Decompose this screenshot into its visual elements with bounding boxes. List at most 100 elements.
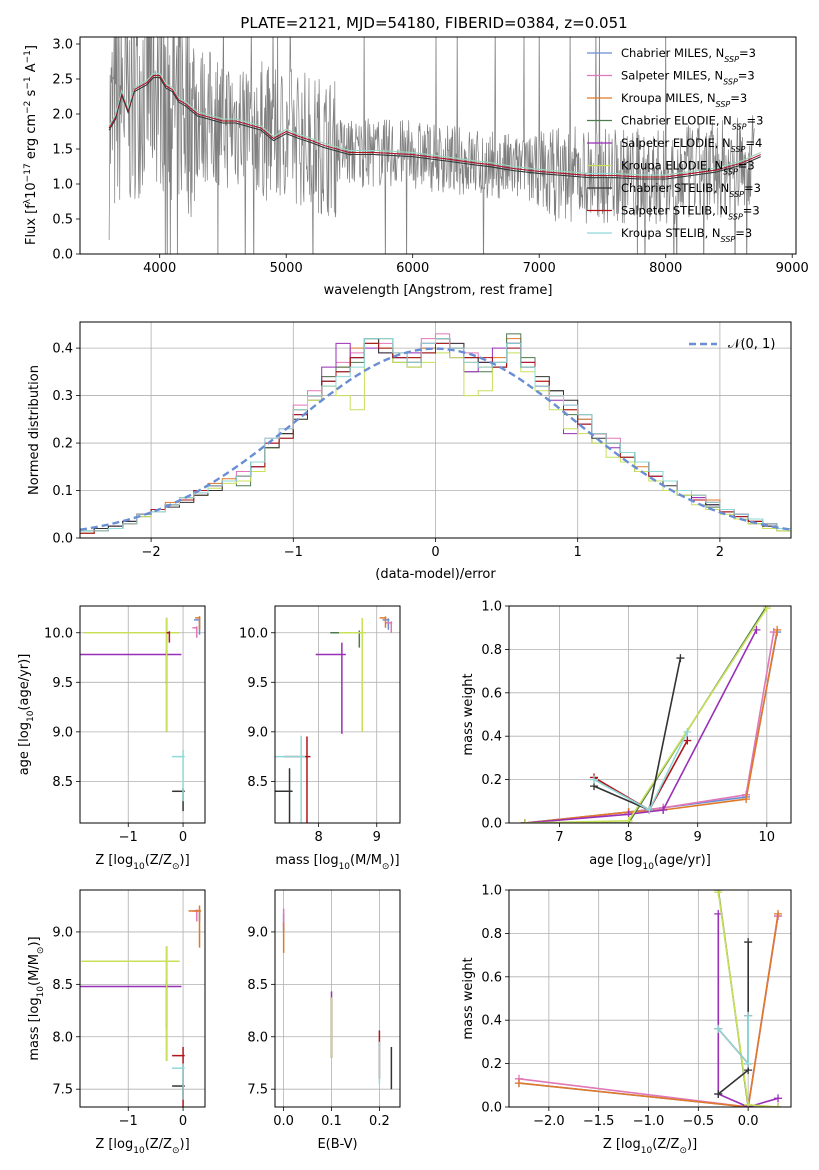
- legend-label-6: Chabrier STELIB, NSSP=3: [621, 181, 761, 199]
- model-spectrum-kroupa-stelib: [108, 72, 761, 176]
- massweight-vs-age-ytick-label: 1.0: [481, 600, 502, 615]
- hist-axes: −2 −1 0 1 2 0.0 0.1 0.2 0.3 0.4 𝒩(0, 1) (data-model…: [27, 321, 792, 582]
- legend-label-part: Salpeter STELIB, N: [621, 204, 728, 218]
- hist-step-kroupa-stelib: [80, 338, 791, 538]
- spectrum-ylabel-part: −17: [23, 163, 33, 182]
- age-vs-mass-ytick-label: 9.5: [247, 676, 268, 691]
- legend-label-part: Salpeter ELODIE, N: [621, 136, 731, 150]
- massweight-vs-age-xlabel: age [log10(age/yr)]: [589, 853, 711, 872]
- age-vs-Z-xlabel: Z [log10(Z/Z⊙)]: [95, 853, 189, 872]
- mass-vs-Z-ylabel-part: mass [log: [27, 997, 42, 1060]
- massweight-vs-Z-ytick-label: 1.0: [481, 884, 502, 899]
- hist-ytick-label: 0.3: [52, 389, 73, 404]
- mass-vs-Z-xlabel-part: 10: [133, 1146, 145, 1156]
- hist-ytick-label: 0.4: [52, 342, 73, 357]
- hist-xtick-label: −1: [284, 545, 303, 560]
- legend-label-1: Salpeter MILES, NSSP=3: [621, 69, 755, 87]
- mass-vs-Z-xlabel-part: )]: [180, 1137, 190, 1152]
- massweight-marker-kroupa-stelib: [714, 1024, 723, 1033]
- massweight-vs-age-ytick-label: 0.4: [481, 730, 502, 745]
- massweight-marker-salpeter-stelib: [683, 736, 692, 745]
- massweight-vs-Z-xtick-label: −1.0: [633, 1114, 665, 1129]
- spectrum-ylabel-part: ]: [24, 45, 39, 50]
- massweight-vs-age-frame: [508, 605, 792, 824]
- massweight-vs-age-xtick-label: 8: [624, 830, 632, 845]
- massweight-vs-Z-ylabel: mass weight: [461, 957, 476, 1039]
- spectrum-xtick-label: 4000: [143, 261, 176, 276]
- legend-label-part: Salpeter MILES, N: [621, 69, 723, 83]
- age-vs-mass-xlabel-part: (M/M: [350, 853, 382, 868]
- massweight-marker-kroupa-miles: [742, 795, 751, 804]
- mass-vs-ebv-xtick-label: 0.0: [273, 1114, 294, 1129]
- legend-label-part: Chabrier STELIB, N: [621, 181, 729, 195]
- massweight-marker-salpeter-elodie: [774, 1094, 783, 1103]
- mass-vs-Z-xlabel-part: ⊙: [172, 1146, 180, 1156]
- mass-vs-Z-xtick-label: 0: [179, 1114, 187, 1129]
- hist-xtick-label: 0: [431, 545, 439, 560]
- age-vs-Z-xlabel-part: (Z/Z: [145, 853, 172, 868]
- massweight-vs-Z-xtick-label: 0.0: [738, 1114, 759, 1129]
- mass-vs-Z-ylabel-part: 10: [36, 986, 46, 998]
- massweight-marker-kroupa-miles: [774, 909, 783, 918]
- massweight-marker-kroupa-elodie: [520, 819, 529, 823]
- massweight-marker-kroupa-elodie: [762, 606, 771, 613]
- age-vs-Z-ytick-label: 9.0: [52, 725, 73, 740]
- legend-label-part: =3: [735, 226, 752, 240]
- spectrum-traces: [108, 37, 761, 254]
- age-vs-mass-axes: 8 9 8.5 9.0 9.5 10.0 mass [log10(M/M⊙)]: [239, 605, 401, 872]
- spectrum-axes: 4000 5000 6000 7000 8000 9000 0.0 0.5 1.0 1.5 2.0 2…: [23, 36, 809, 298]
- legend-label-3: Chabrier ELODIE, NSSP=3: [621, 114, 763, 132]
- legend-label-part: SSP: [716, 100, 731, 109]
- spectrum-ylabel-part: erg cm: [24, 114, 39, 163]
- spectrum-ytick-label: 3.0: [52, 38, 73, 53]
- legend-label-part: SSP: [721, 235, 736, 244]
- legend-label-part: =3: [738, 159, 755, 173]
- massweight-vs-Z-xtick-label: −1.5: [583, 1114, 615, 1129]
- age-vs-Z-ytick-label: 8.5: [52, 775, 73, 790]
- legend-label-part: Chabrier ELODIE, N: [621, 114, 732, 128]
- massweight-marker-salpeter-elodie: [659, 805, 668, 814]
- hist-xtick-label: 2: [716, 545, 724, 560]
- legend-label-part: Kroupa STELIB, N: [621, 226, 721, 240]
- legend-label-7: Salpeter STELIB, NSSP=3: [621, 204, 760, 222]
- spectrum-xtick-label: 8000: [649, 261, 682, 276]
- mass-vs-ebv-ytick-label: 7.5: [247, 1083, 268, 1098]
- age-vs-Z-points: [80, 616, 201, 812]
- age-vs-Z-ytick-label: 10.0: [44, 626, 73, 641]
- legend-label-part: SSP: [728, 212, 743, 221]
- age-vs-mass-xlabel-part: ⊙: [382, 862, 390, 872]
- spectrum-ylabel-part: 10: [24, 182, 39, 199]
- legend-label-part: SSP: [723, 77, 738, 86]
- mass-vs-Z-xlabel-part: (Z/Z: [145, 1137, 172, 1152]
- age-vs-mass-points: [275, 616, 393, 823]
- mass-vs-ebv-frame: [274, 889, 401, 1108]
- mass-vs-Z-ylabel-part: (M/M: [27, 954, 42, 986]
- massweight-vs-age-xlabel-part: (age/yr)]: [654, 853, 711, 868]
- age-vs-mass-xlabel-part: )]: [389, 853, 399, 868]
- spectrum-ytick-label: 0.0: [52, 248, 73, 263]
- massweight-vs-Z-ytick-label: 0.6: [481, 970, 502, 985]
- mass-vs-ebv-ytick-label: 8.5: [247, 978, 268, 993]
- massweight-vs-Z-xtick-label: −2.0: [533, 1114, 565, 1129]
- hist-frame: [79, 321, 792, 539]
- massweight-vs-age-ylabel: mass weight: [461, 673, 476, 755]
- legend-label-part: Kroupa ELODIE, N: [621, 159, 723, 173]
- age-vs-Z-axes: −1 08.59.09.510.0Z [log10(Z/Z⊙)]age [log1…: [17, 605, 206, 872]
- legend-label-part: Chabrier MILES, N: [621, 46, 724, 60]
- mass-vs-ebv-points: [282, 908, 393, 1090]
- legend-label-part: =3: [743, 204, 760, 218]
- age-vs-Z-ylabel-part: age [log: [17, 722, 32, 775]
- mass-vs-Z-ytick-label: 8.5: [52, 978, 73, 993]
- massweight-marker-kroupa-elodie: [774, 1103, 783, 1107]
- massweight-vs-age-xlabel-part: 10: [642, 862, 654, 872]
- mass-vs-ebv-xtick-label: 0.1: [321, 1114, 342, 1129]
- spectrum-ytick-label: 1.5: [52, 143, 73, 158]
- age-vs-mass-xlabel-part: 10: [339, 862, 351, 872]
- massweight-vs-Z-xlabel-part: Z [log: [603, 1137, 641, 1152]
- spectrum-ylabel: Flux [fλ10−17 erg cm−2 s−1 A−1]: [23, 45, 39, 245]
- hist-xtick-label: −2: [142, 545, 161, 560]
- massweight-vs-age-ytick-label: 0.8: [481, 643, 502, 658]
- massweight-vs-age-lines: [520, 606, 782, 823]
